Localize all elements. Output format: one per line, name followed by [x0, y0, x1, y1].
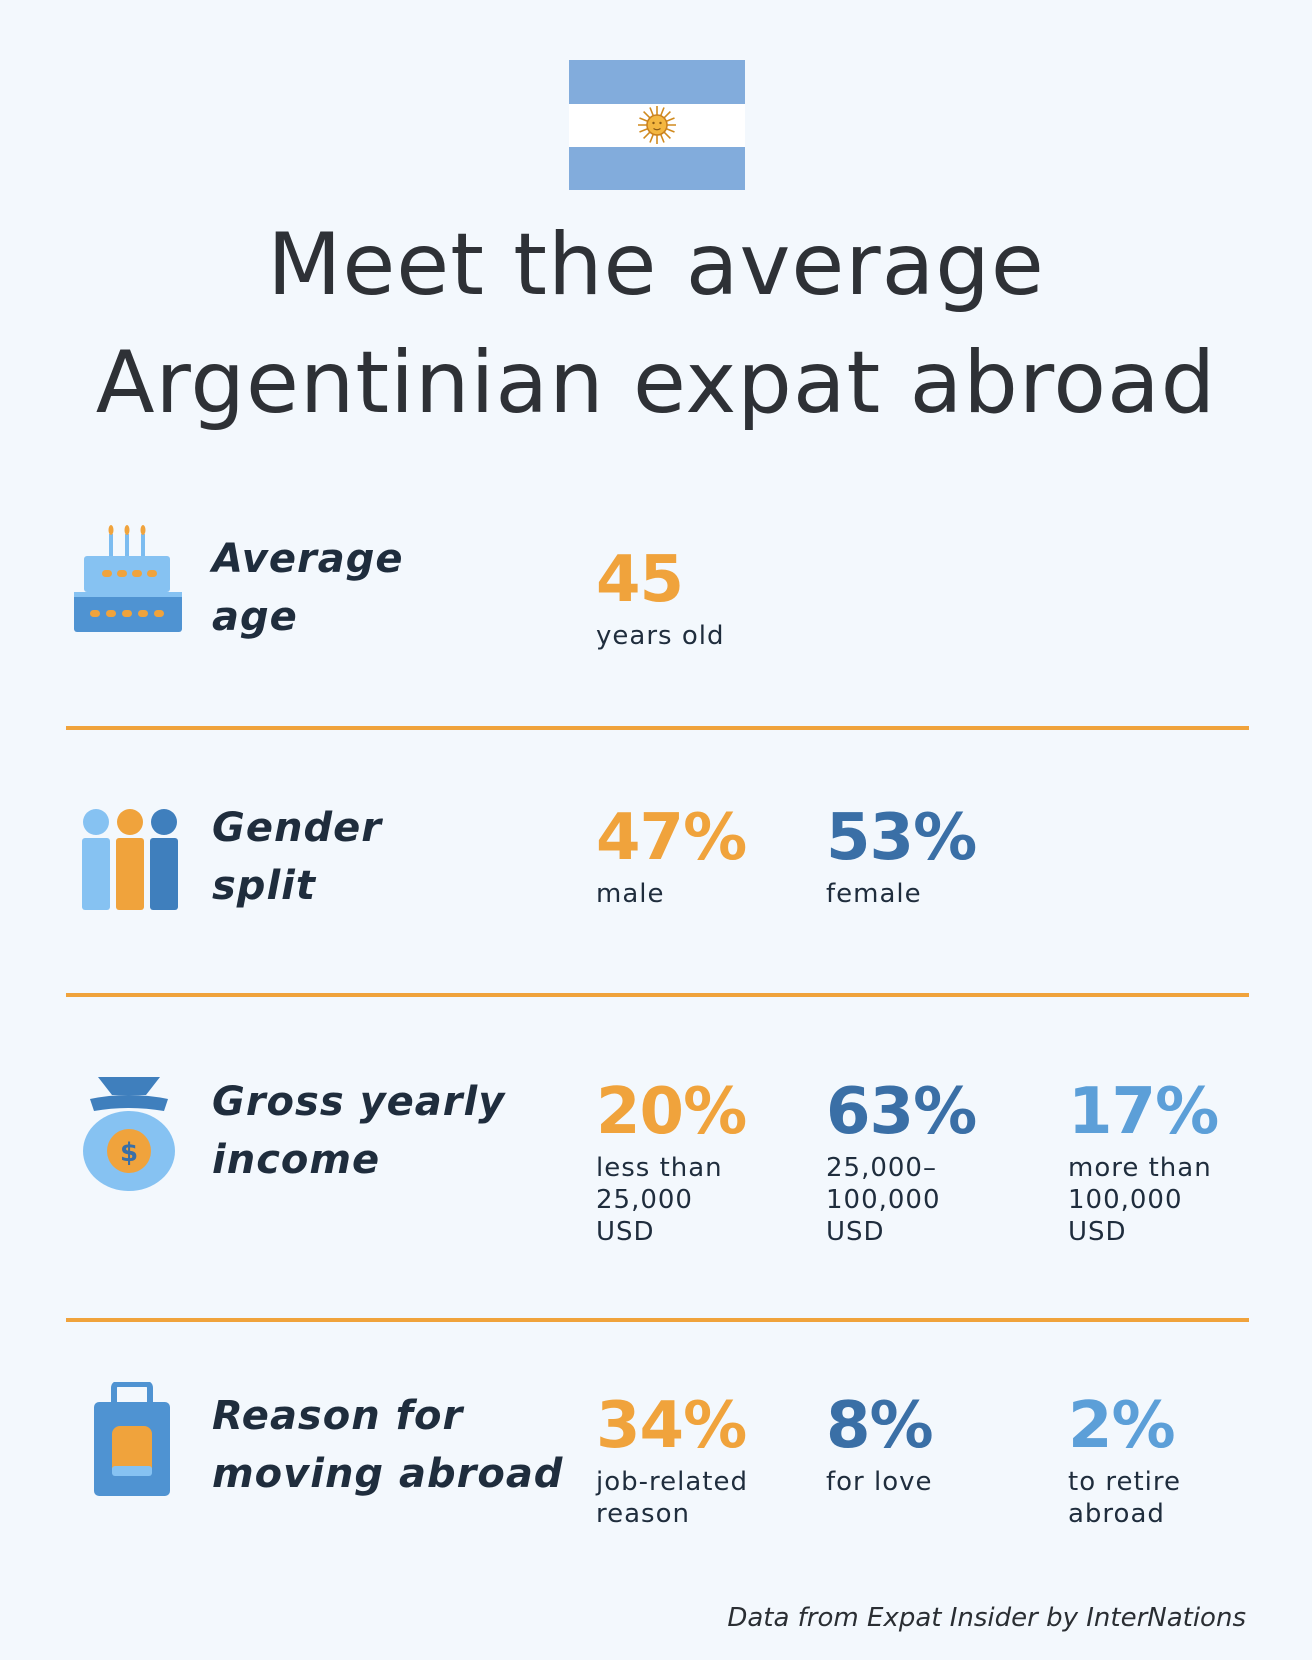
page-title-line-2: Argentinian expat abroad [95, 333, 1217, 433]
age-stat: 45 years old [596, 548, 724, 652]
age-value: 45 [596, 543, 684, 617]
reason-stat-job: 34% job-related reason [596, 1394, 748, 1530]
people-icon [82, 809, 178, 910]
income-high-value: 17% [1068, 1075, 1219, 1149]
reason-stat-retire: 2% to retire abroad [1068, 1394, 1181, 1530]
reason-love-value: 8% [826, 1389, 934, 1463]
section-divider [66, 993, 1249, 997]
reason-stat-love: 8% for love [826, 1389, 934, 1498]
birthday-cake-icon [74, 525, 182, 632]
reason-job-caption: job-related reason [596, 1467, 748, 1529]
income-mid-caption: 25,000– 100,000 USD [826, 1153, 941, 1247]
gross-yearly-income-label: Gross yearly income [212, 1079, 506, 1183]
income-low-value: 20% [596, 1075, 747, 1149]
svg-text:$: $ [120, 1138, 138, 1168]
reason-for-moving-label: Reason for moving abroad [212, 1393, 564, 1497]
argentina-flag-icon [569, 60, 745, 190]
income-stat-mid: 63% 25,000– 100,000 USD [826, 1075, 977, 1248]
average-age-label: Average age [212, 536, 404, 640]
money-bag-icon: $ [83, 1077, 175, 1191]
gender-stat-female: 53% female [826, 801, 977, 910]
female-caption: female [826, 879, 922, 909]
income-mid-value: 63% [826, 1075, 977, 1149]
gender-split-label: Gender split [212, 805, 382, 909]
reason-retire-value: 2% [1068, 1389, 1176, 1463]
source-credit: Data from Expat Insider by InterNations [727, 1603, 1246, 1633]
male-caption: male [596, 879, 665, 909]
page-title-line-1: Meet the average [267, 215, 1045, 315]
section-divider [66, 726, 1249, 730]
income-stat-high: 17% more than 100,000 USD [1068, 1075, 1219, 1248]
reason-retire-caption: to retire abroad [1068, 1467, 1182, 1529]
suitcase-icon [94, 1382, 170, 1496]
income-stat-low: 20% less than 25,000 USD [596, 1075, 747, 1248]
reason-love-caption: for love [826, 1467, 933, 1497]
female-value: 53% [826, 801, 977, 875]
male-value: 47% [596, 801, 747, 875]
income-high-caption: more than 100,000 USD [1068, 1153, 1212, 1247]
income-low-caption: less than 25,000 USD [596, 1153, 723, 1247]
age-caption: years old [596, 621, 725, 651]
reason-job-value: 34% [596, 1389, 747, 1463]
section-divider [66, 1318, 1249, 1322]
gender-stat-male: 47% male [596, 801, 747, 910]
